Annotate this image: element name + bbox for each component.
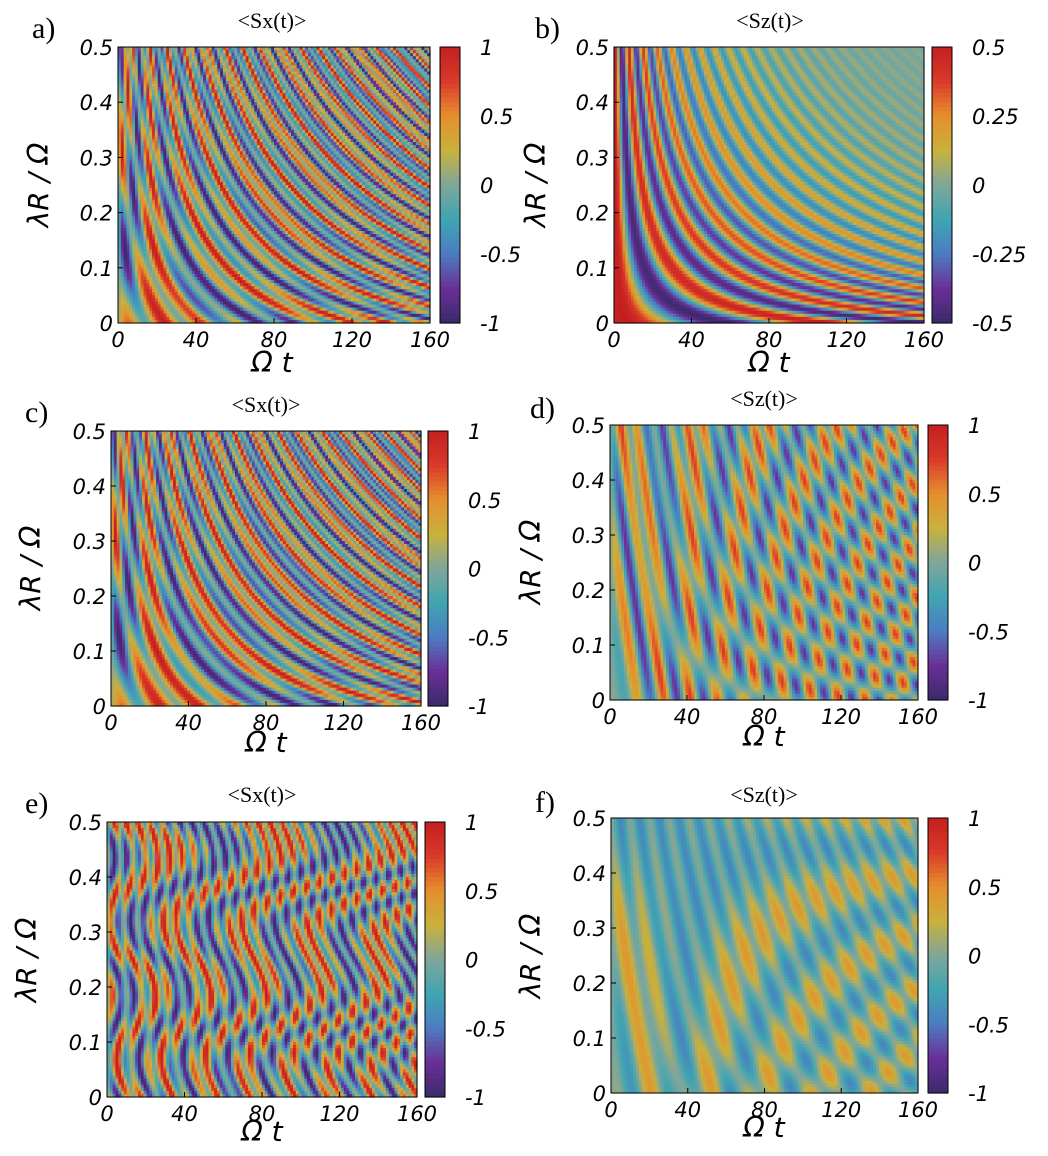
panel-a: 10.50-0.5-10 40 80 120 16000.10.20.30.40.5a)… bbox=[22, 8, 521, 379]
heatmap-a bbox=[118, 47, 431, 324]
